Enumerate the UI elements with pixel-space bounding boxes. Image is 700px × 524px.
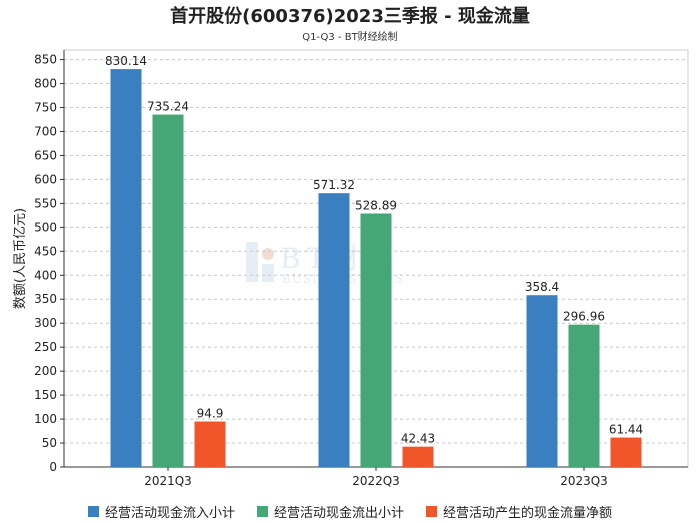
x-tick-label: 2022Q3 <box>352 474 400 488</box>
watermark-logo-bar <box>246 242 258 282</box>
y-tick-label: 750 <box>34 101 57 115</box>
bar-value-label: 42.43 <box>401 432 435 446</box>
legend-label-net: 经营活动产生的现金流量净额 <box>443 506 613 521</box>
bar <box>194 421 226 467</box>
bar <box>360 213 392 467</box>
watermark-logo-dot <box>262 248 274 260</box>
legend-label-outflow: 经营活动现金流出小计 <box>273 506 404 521</box>
x-tick-label: 2023Q3 <box>560 474 608 488</box>
bar-value-label: 296.96 <box>563 310 605 324</box>
y-tick-label: 550 <box>34 196 57 210</box>
y-axis-label: 数额(人民币亿元) <box>13 208 28 309</box>
bar-value-label: 528.89 <box>355 198 397 212</box>
y-tick-label: 700 <box>34 124 57 138</box>
chart-subtitle: Q1-Q3 - BT财经绘制 <box>302 32 398 43</box>
bar <box>152 114 184 468</box>
bar-chart: BT财经BUSINESSTIMES05010015020025030035040… <box>13 49 689 488</box>
y-tick-label: 500 <box>34 220 57 234</box>
y-tick-label: 300 <box>34 316 57 330</box>
bar-value-label: 735.24 <box>147 100 189 114</box>
bar <box>526 295 558 467</box>
y-tick-label: 150 <box>34 388 57 402</box>
y-tick-label: 800 <box>34 77 57 91</box>
legend-swatch-outflow <box>256 506 268 517</box>
y-tick-label: 650 <box>34 148 57 162</box>
y-tick-label: 200 <box>34 364 57 378</box>
legend-item-outflow[interactable]: 经营活动现金流出小计 <box>256 502 404 521</box>
bar <box>610 437 642 467</box>
legend-swatch-inflow <box>87 506 99 517</box>
bar-value-label: 61.44 <box>609 423 643 437</box>
bar <box>402 446 434 467</box>
x-tick-label: 2021Q3 <box>144 474 192 488</box>
bar-value-label: 358.4 <box>525 280 559 294</box>
bar-value-label: 571.32 <box>313 178 355 192</box>
y-tick-label: 450 <box>34 244 57 258</box>
bar-value-label: 94.9 <box>197 407 224 421</box>
bar <box>110 69 142 467</box>
bar-value-label: 830.14 <box>105 54 147 68</box>
legend-item-net[interactable]: 经营活动产生的现金流量净额 <box>426 502 612 521</box>
y-tick-label: 350 <box>34 292 57 306</box>
legend: 经营活动现金流入小计 经营活动现金流出小计 经营活动产生的现金流量净额 <box>0 502 700 521</box>
y-tick-label: 0 <box>49 460 57 474</box>
y-tick-label: 600 <box>34 172 57 186</box>
y-tick-label: 50 <box>42 436 57 450</box>
y-tick-label: 400 <box>34 268 57 282</box>
y-tick-label: 250 <box>34 340 57 354</box>
y-tick-label: 100 <box>34 412 57 426</box>
watermark-logo-block <box>262 264 274 282</box>
legend-swatch-net <box>426 506 437 517</box>
y-tick-label: 850 <box>34 53 57 67</box>
legend-label-inflow: 经营活动现金流入小计 <box>104 506 235 521</box>
bar <box>568 324 600 467</box>
chart-title: 首开股份(600376)2023三季报 - 现金流量 <box>170 6 530 27</box>
bar <box>318 193 350 468</box>
legend-item-inflow[interactable]: 经营活动现金流入小计 <box>87 502 235 521</box>
